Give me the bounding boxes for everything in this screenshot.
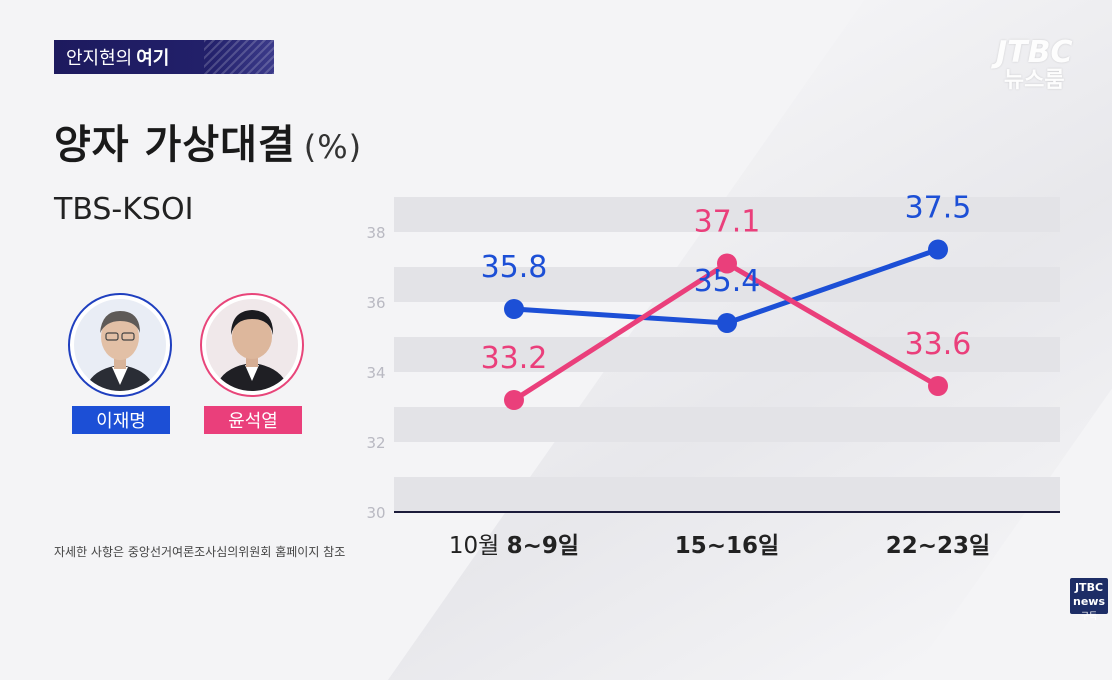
y-tick-label: 38 [366,224,385,242]
poll-source: TBS-KSOI [54,192,194,227]
show-name-badge: 안지현의 여기 [54,40,274,74]
grid-band [394,197,1060,232]
logo-line2: 뉴스룸 [1003,68,1065,93]
logo-line1: JTBC [996,35,1073,70]
avatar-lee [68,293,172,397]
grid-band [394,337,1060,372]
subscribe-badge-logo: JTBC news [1072,581,1105,608]
chart-title-text: 양자 가상대결 [54,122,296,168]
name-tag-yoon: 윤석열 [204,406,302,434]
avatar-yoon [200,293,304,397]
data-label: 37.1 [694,205,761,240]
name-tag-lee: 이재명 [72,406,170,434]
grid-band [394,477,1060,512]
data-point [504,390,524,410]
show-name: 안지현의 [66,48,133,69]
show-name-strong: 여기 [136,48,170,69]
y-tick-label: 36 [366,294,385,312]
data-point [928,239,948,260]
data-label: 33.2 [481,341,548,376]
data-point [928,376,948,396]
person-icon [74,299,166,391]
data-label: 37.5 [905,191,972,226]
chart-title: 양자 가상대결 (%) [54,112,362,170]
x-tick-label: 10월 8~9일 [449,533,579,559]
data-point [717,253,737,274]
footnote: 자세한 사항은 중앙선거여론조사심의위원회 홈페이지 참조 [54,545,346,559]
y-tick-label: 34 [366,364,385,382]
channel-logo: JTBC 뉴스룸 [996,38,1073,94]
data-point [717,313,737,333]
x-tick-label: 22~23일 [886,533,990,559]
data-label: 33.6 [905,327,972,362]
badge-hatch-decoration [204,40,274,74]
y-tick-label: 32 [366,434,385,452]
grid-band [394,407,1060,442]
data-point [504,299,524,319]
person-icon [206,299,298,391]
chart-unit: (%) [303,128,363,166]
x-tick-label: 15~16일 [675,533,779,559]
data-label: 35.8 [481,250,548,285]
y-tick-label: 30 [366,504,385,522]
